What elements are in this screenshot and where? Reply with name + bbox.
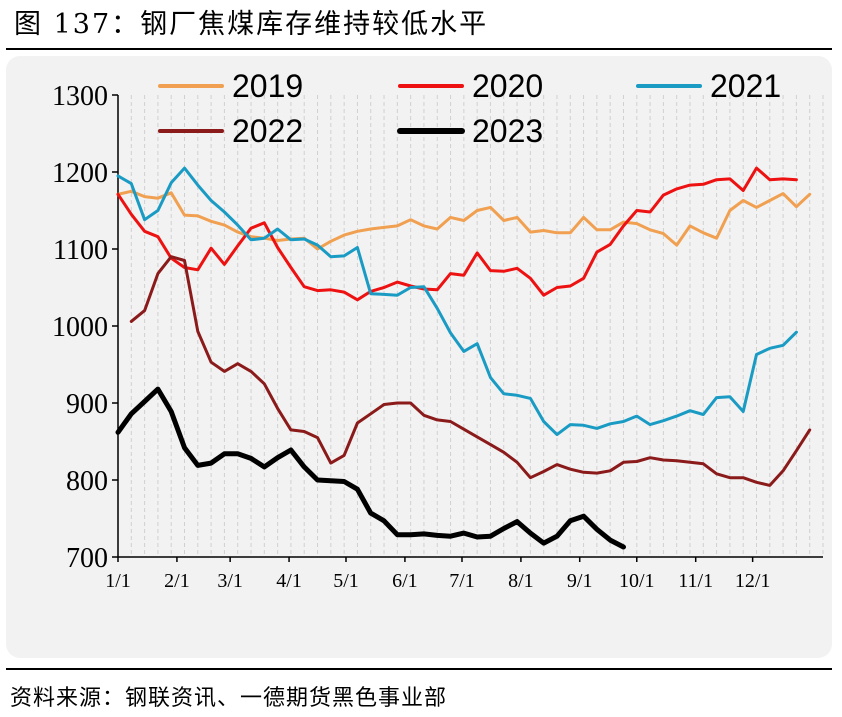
source-note: 资料来源：钢联资讯、一德期货黑色事业部 — [10, 686, 448, 711]
x-tick-label: 2/1 — [164, 570, 190, 592]
x-tick-label: 12/1 — [735, 570, 771, 592]
x-tick-label: 4/1 — [276, 570, 302, 592]
y-tick-label: 700 — [66, 543, 108, 574]
y-tick-label: 1200 — [52, 158, 108, 189]
top-rule — [6, 48, 832, 50]
y-tick-label: 1100 — [53, 235, 108, 266]
x-tick-label: 6/1 — [392, 570, 418, 592]
x-tick-label: 5/1 — [333, 570, 359, 592]
series-line-2022 — [129, 255, 812, 487]
x-tick-label: 7/1 — [449, 570, 475, 592]
x-tick-label: 8/1 — [508, 570, 534, 592]
x-tick-label: 9/1 — [567, 570, 593, 592]
y-tick-label: 1300 — [52, 81, 108, 112]
bottom-rule — [6, 668, 832, 670]
x-tick-label: 3/1 — [217, 570, 243, 592]
legend-label-2022: 2022 — [232, 113, 303, 149]
series-line-2019 — [116, 189, 812, 251]
series-line-2023 — [115, 386, 626, 550]
x-tick-label: 11/1 — [678, 570, 713, 592]
y-tick-label: 1000 — [52, 312, 108, 343]
legend-label-2019: 2019 — [232, 68, 303, 104]
grid-lines — [130, 95, 824, 557]
y-tick-label: 800 — [66, 466, 108, 497]
legend-label-2021: 2021 — [710, 68, 781, 104]
series-line-2020 — [116, 166, 798, 302]
y-tick-label: 900 — [66, 389, 108, 420]
series-line-2021 — [116, 166, 798, 437]
legend: 2019 2020 2021 2022 2023 — [158, 68, 781, 149]
legend-label-2020: 2020 — [472, 68, 543, 104]
legend-label-2023: 2023 — [472, 113, 543, 149]
series-lines — [115, 166, 812, 550]
figure-title: 图 137：钢厂焦煤库存维持较低水平 — [14, 9, 489, 40]
axes: 700 800 900 1000 1100 1200 1300 1/1 2/1 3/1 4/1 5/1… — [52, 81, 823, 592]
x-tick-label: 1/1 — [105, 570, 131, 592]
x-tick-label: 10/1 — [619, 570, 655, 592]
